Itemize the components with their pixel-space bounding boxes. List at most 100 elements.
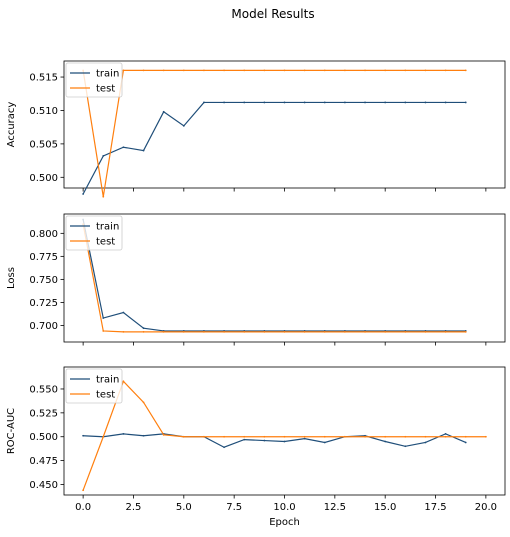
data-point-train (102, 317, 105, 319)
data-point-train (82, 434, 85, 437)
y-tick-label: 0.500 (29, 432, 58, 443)
data-point-test (484, 435, 487, 438)
data-point-test (263, 435, 266, 438)
data-point-test (464, 435, 467, 438)
data-point-test (102, 195, 105, 198)
data-point-train (203, 101, 205, 104)
data-point-test (182, 69, 185, 72)
data-point-test (263, 330, 266, 333)
x-tick-label: 10.0 (273, 502, 295, 513)
data-point-test (364, 69, 366, 72)
x-tick-label: 7.5 (226, 502, 242, 513)
data-point-train (122, 311, 125, 314)
data-point-test (203, 435, 205, 438)
subplot-accuracy: 0.500 0.505 0.510 0.515 Accuracy train test (6, 60, 506, 198)
data-point-train (384, 440, 387, 443)
data-point-test (122, 69, 125, 72)
data-point-train (243, 438, 246, 441)
data-point-test (162, 433, 165, 436)
y-tick-label: 0.475 (29, 456, 58, 467)
data-point-test (263, 69, 266, 72)
data-point-test (424, 69, 427, 72)
data-point-train (182, 124, 185, 127)
data-point-test (162, 330, 165, 333)
subplot-loss: 0.700 0.725 0.750 0.775 0.800 Loss train test (6, 213, 506, 346)
data-point-test (384, 330, 387, 333)
data-point-test (424, 435, 427, 438)
legend-label-test: test (96, 84, 115, 95)
data-point-test (142, 330, 145, 333)
x-tick-label: 0.0 (75, 502, 91, 513)
axes-frame (63, 60, 506, 189)
data-point-train (263, 439, 266, 442)
series-line-train (82, 219, 466, 332)
series-line-test (82, 69, 466, 197)
data-point-test (464, 330, 467, 333)
data-point-test (142, 69, 145, 72)
data-point-train (464, 441, 467, 444)
x-tick-label: 5.0 (176, 502, 192, 513)
data-point-train (223, 101, 225, 104)
series-line-train (82, 101, 466, 195)
x-tick-label: 20.0 (475, 502, 497, 513)
data-point-train (424, 441, 427, 444)
data-point-test (444, 330, 447, 333)
data-point-test (444, 435, 447, 438)
data-point-test (303, 330, 306, 333)
data-point-test (203, 69, 205, 72)
data-point-test (82, 489, 85, 492)
data-point-test (122, 380, 125, 383)
data-point-test (122, 330, 125, 333)
x-tick-label: 2.5 (126, 502, 142, 513)
y-tick-label: 0.505 (29, 139, 58, 150)
data-point-test (182, 330, 185, 333)
series-line-test (82, 224, 466, 333)
data-point-test (323, 330, 326, 333)
data-point-test (323, 69, 326, 72)
data-point-train (404, 445, 407, 448)
data-point-test (243, 435, 246, 438)
legend-label-train: train (96, 69, 119, 80)
legend-label-train: train (96, 375, 119, 386)
y-tick-label: 0.700 (29, 321, 58, 332)
data-point-test (182, 435, 185, 438)
data-point-test (142, 401, 145, 404)
data-point-train (464, 101, 467, 104)
data-point-train (303, 437, 306, 440)
y-tick-label: 0.550 (29, 384, 58, 395)
y-axis-label: Accuracy (6, 102, 17, 148)
data-point-train (162, 110, 165, 113)
subplots-group: 0.5000.5050.5100.515Accuracytraintest0.7… (6, 60, 506, 528)
data-point-test (203, 330, 205, 333)
y-tick-label: 0.725 (29, 298, 58, 309)
data-point-test (404, 435, 407, 438)
legend-label-train: train (96, 222, 119, 233)
y-tick-label: 0.515 (29, 73, 58, 84)
data-point-train (404, 101, 407, 104)
data-point-train (82, 193, 85, 195)
series-line-train (83, 433, 466, 448)
data-point-test (344, 435, 346, 438)
data-point-test (404, 69, 407, 72)
data-point-train (243, 101, 246, 104)
data-point-test (243, 330, 246, 333)
data-point-test (384, 69, 387, 72)
data-point-test (102, 435, 105, 438)
data-point-train (303, 101, 306, 104)
data-point-test (364, 435, 366, 438)
data-point-train (283, 440, 286, 443)
axes-frame (63, 366, 506, 496)
y-axis-label: ROC-AUC (6, 408, 17, 454)
y-tick-label: 0.450 (29, 480, 58, 491)
data-point-test (303, 435, 306, 438)
data-point-test (424, 330, 427, 333)
data-point-test (464, 69, 467, 72)
y-tick-label: 0.775 (29, 252, 58, 263)
data-point-test (444, 69, 447, 72)
data-point-train (122, 146, 125, 149)
data-point-train (424, 101, 427, 104)
subplot-roc-auc: 0.450 0.475 0.500 0.525 0.550 0.0 2.5 5.0 7.5 10.… (6, 366, 506, 528)
y-tick-label: 0.525 (29, 408, 58, 419)
data-point-train (142, 149, 145, 152)
